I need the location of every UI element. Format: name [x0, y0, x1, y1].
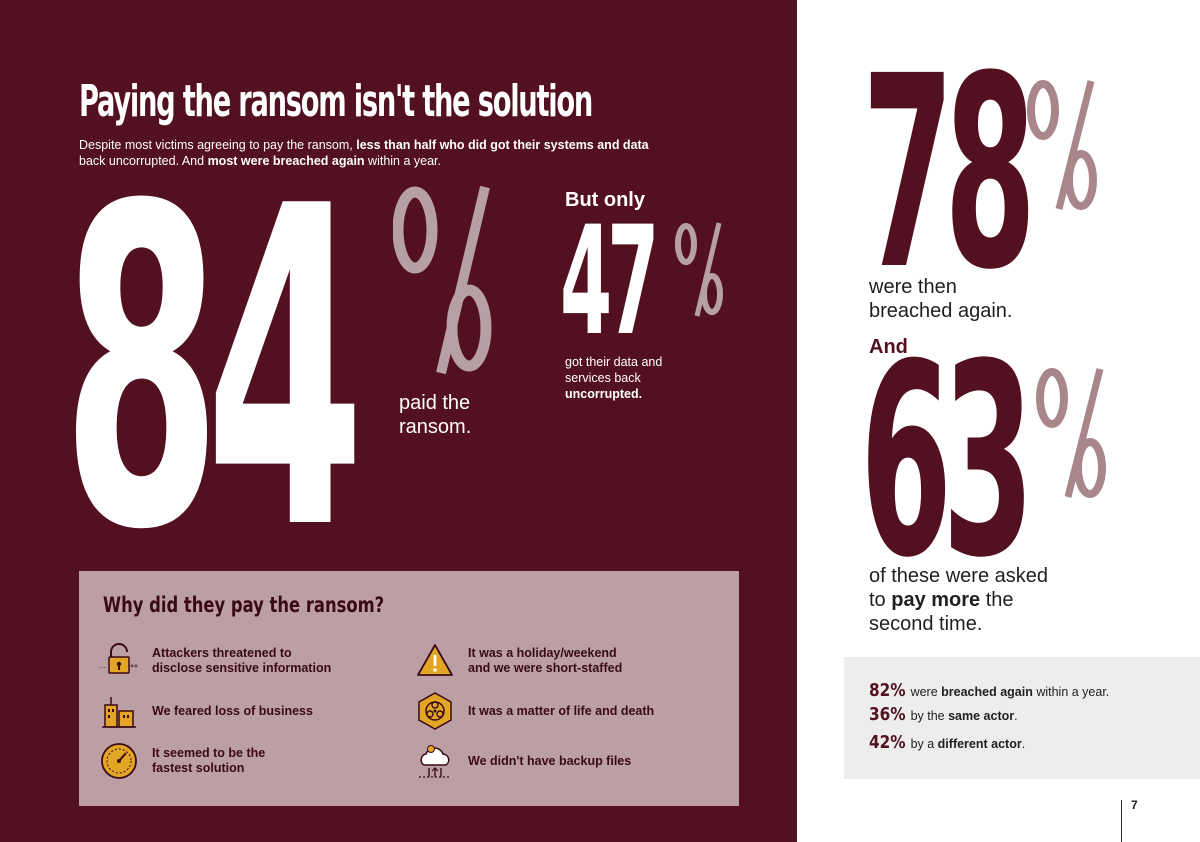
reason-item: It was a holiday/weekend and we were sho…	[415, 641, 698, 681]
svg-text:···: ···	[99, 664, 106, 672]
page-number: 7	[1131, 798, 1138, 812]
repeat-breach-stats: 82% were breached again within a year. 3…	[844, 657, 1200, 779]
stat-pay-more-caption: of these were asked to pay more the seco…	[869, 565, 1048, 635]
reasons-panel: Why did they pay the ransom? ··· ** Atta…	[79, 571, 739, 806]
stat-breached-number: 78	[862, 20, 1036, 328]
warning-icon	[415, 641, 455, 681]
reason-item: We feared loss of business	[99, 691, 382, 731]
percent-sign-icon: %	[1036, 368, 1106, 498]
reasons-title: Why did they pay the ransom?	[103, 593, 385, 617]
biohazard-icon	[415, 691, 455, 731]
stat-uncorrupted-caption: got their data and services back uncorru…	[565, 355, 663, 401]
stat-line: 82% were breached again within a year.	[869, 680, 1110, 701]
stat-uncorrupted-number: 47	[560, 195, 659, 369]
stat-pay-more-number: 63	[860, 308, 1034, 616]
stat-paid-number: 84	[62, 114, 365, 626]
stat-breached-caption: were then breached again.	[869, 276, 1013, 322]
stat-line: 36% by the same actor.	[869, 704, 1018, 725]
reason-item: It seemed to be the fastest solution	[99, 741, 382, 781]
percent-sign-icon: %	[1027, 80, 1097, 210]
page-number-divider	[1121, 800, 1122, 842]
reason-item: ··· ** Attackers threatened to disclose …	[99, 641, 382, 681]
speedometer-icon	[99, 741, 139, 781]
stat-paid-caption: paid the ransom.	[399, 392, 472, 438]
buildings-icon	[99, 691, 139, 731]
intro-paragraph: Despite most victims agreeing to pay the…	[79, 138, 649, 168]
page-title: Paying the ransom isn't the solution	[79, 76, 593, 127]
padlock-icon: ··· **	[99, 641, 139, 681]
stat-line: 42% by a different actor.	[869, 732, 1026, 753]
svg-text:**: **	[130, 663, 138, 672]
percent-sign-icon: %	[675, 222, 723, 317]
but-only-label: But only	[565, 189, 645, 211]
percent-sign-icon: %	[393, 185, 492, 375]
reason-item: We didn't have backup files	[415, 741, 698, 781]
cloud-backup-icon	[415, 741, 455, 781]
reason-item: It was a matter of life and death	[415, 691, 698, 731]
and-label: And	[869, 336, 908, 358]
